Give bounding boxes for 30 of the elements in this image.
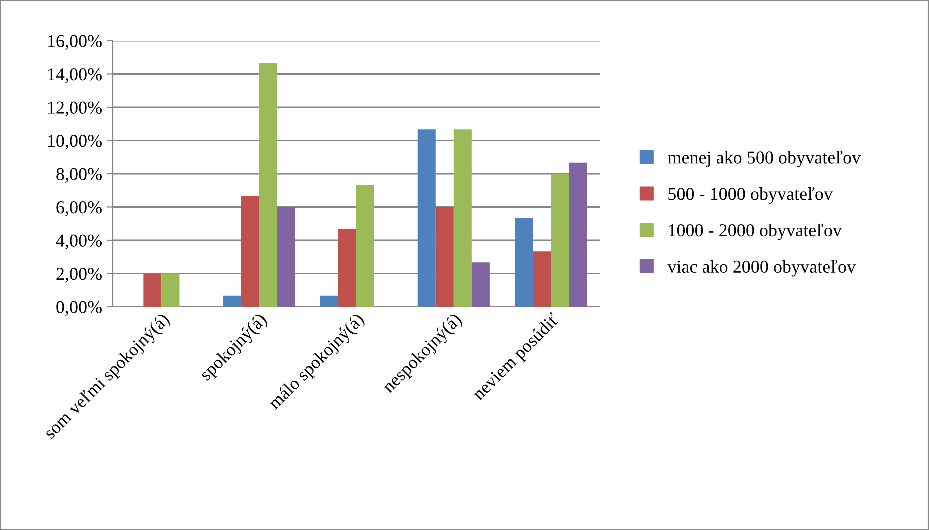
legend-label: viac ako 2000 obyvateľov (668, 260, 856, 277)
bar (223, 296, 242, 307)
bar (454, 130, 472, 307)
y-tick-label: 2,00% (56, 268, 102, 283)
bar (259, 63, 278, 307)
legend-label: 1000 - 2000 obyvateľov (669, 224, 842, 240)
bar (144, 274, 162, 307)
bar (436, 207, 454, 307)
bar (569, 162, 588, 307)
bar (533, 252, 552, 307)
bar (356, 185, 375, 307)
bar (320, 296, 338, 307)
bar (277, 207, 296, 307)
legend-label: 500 - 1000 obyvateľov (668, 188, 833, 204)
y-tick-label: 6,00% (56, 202, 102, 216)
bar (418, 130, 436, 307)
bar (162, 274, 180, 307)
y-tick-label: 0,00% (56, 301, 102, 316)
bar (241, 196, 260, 307)
y-tick-label: 12,00% (48, 102, 102, 117)
legend-label: menej ako 500 obyvateľov (668, 151, 862, 168)
y-tick-label: 8,00% (56, 168, 102, 184)
y-tick-label: 4,00% (56, 234, 102, 250)
bar (472, 262, 490, 307)
bar (515, 218, 534, 307)
y-tick-label: 16,00% (48, 35, 102, 50)
bar (551, 174, 570, 307)
y-tick-label: 14,00% (48, 68, 102, 84)
y-tick-label: 10,00% (48, 135, 102, 150)
bar (338, 229, 356, 307)
